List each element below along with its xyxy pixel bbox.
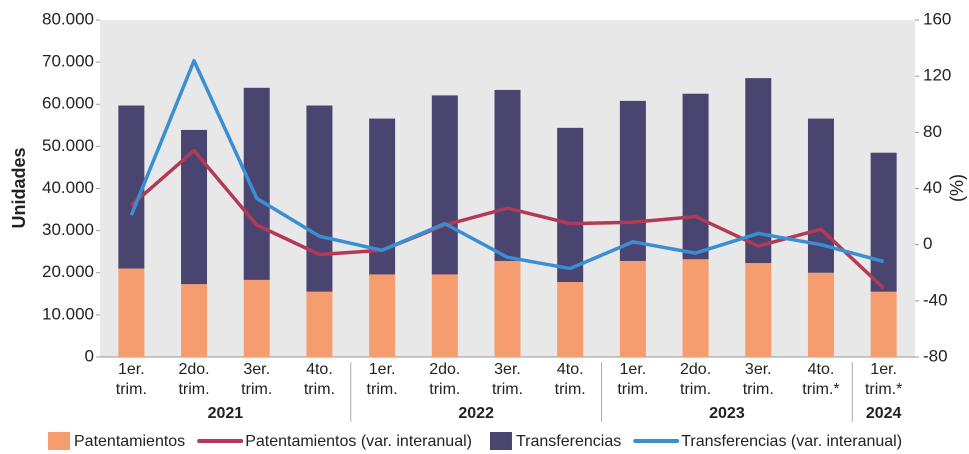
x-tick-label-line: 2do. [178, 361, 209, 378]
legend-label: Transferencias [516, 433, 621, 450]
x-tick-label: 3er. trim. [492, 361, 523, 398]
bar-segment [494, 260, 521, 357]
x-tick-label-line: trim. [680, 381, 711, 398]
bar-segment [181, 129, 208, 285]
x-tick-label: 2do. trim. [680, 361, 711, 398]
x-tick-label-line: trim.* [802, 381, 839, 398]
x-tick-label-line: 1er. [620, 361, 647, 378]
y2-axis-label: (%) [947, 174, 967, 202]
bar-segment [682, 93, 709, 260]
y-tick-label: 70.000 [42, 52, 94, 71]
y2-tick-label: 0 [923, 234, 932, 253]
y2-tick-label: 120 [923, 66, 951, 85]
y-tick-label: 80.000 [42, 9, 94, 28]
y-tick-label: 10.000 [42, 304, 94, 323]
x-tick-label-line: trim. [178, 381, 209, 398]
y-tick-label: 50.000 [42, 136, 94, 155]
group-label: 2021 [208, 405, 244, 422]
y2-tick-label: 160 [923, 9, 951, 28]
x-tick-label-line: 3er. [243, 361, 270, 378]
x-tick-label-line: trim. [241, 381, 272, 398]
x-tick-label-line: trim. [367, 381, 398, 398]
bar-segment [431, 95, 458, 275]
bar-segment [745, 263, 772, 357]
line-series [129, 58, 885, 271]
x-tick-label-line: trim.* [865, 381, 902, 398]
bar-segment [870, 291, 897, 357]
x-tick-label: 1er. trim. [367, 361, 398, 398]
x-tick-label-line: 3er. [745, 361, 772, 378]
x-tick-label-line: trim. [429, 381, 460, 398]
legend-swatch [48, 432, 70, 450]
x-tick-label-line: 3er. [494, 361, 521, 378]
x-tick-label-line: 1er. [369, 361, 396, 378]
bar-segment [431, 274, 458, 357]
group-label: 2024 [866, 405, 902, 422]
x-tick-label-line: trim. [555, 381, 586, 398]
x-tick-label: 4to. trim.* [802, 361, 839, 398]
x-tick-label: 2do. trim. [429, 361, 460, 398]
legend-label: Patentamientos [74, 433, 185, 450]
x-tick-label-line: 4to. [306, 361, 333, 378]
x-tick-label-line: 2do. [429, 361, 460, 378]
y-tick-label: 40.000 [42, 178, 94, 197]
y2-tick-label: -80 [923, 346, 948, 365]
line-series [130, 148, 885, 290]
bar-segment [619, 260, 646, 357]
bar-segment [870, 152, 897, 292]
bar-segment [243, 87, 270, 280]
x-tick-label: 1er. trim.* [865, 361, 902, 398]
y-tick-label: 20.000 [42, 262, 94, 281]
x-tick-label-line: 1er. [118, 361, 145, 378]
bar-segment [682, 259, 709, 357]
bar-segment [118, 105, 145, 269]
legend-label: Transferencias (var. interanual) [681, 433, 902, 450]
x-tick-label-line: trim. [492, 381, 523, 398]
bar-segment [118, 268, 145, 357]
x-tick-label: 2do. trim. [178, 361, 209, 398]
bar-segment [807, 272, 834, 357]
x-tick-label-line: trim. [743, 381, 774, 398]
legend-swatch [489, 432, 512, 450]
bar-segment [243, 279, 270, 357]
bar-segment [557, 282, 584, 357]
x-tick-label: 3er. trim. [241, 361, 272, 398]
y-axis-label: Unidades [9, 147, 29, 228]
x-tick-label-line: 2do. [680, 361, 711, 378]
x-tick-label-line: 4to. [557, 361, 584, 378]
bar-segment [306, 105, 333, 292]
group-label: 2022 [458, 405, 494, 422]
x-tick-label-line: trim. [304, 381, 335, 398]
y2-tick-label: 80 [923, 122, 942, 141]
x-tick-label: 1er. trim. [617, 361, 648, 398]
x-tick-label-line: 4to. [808, 361, 835, 378]
bar-segment [807, 118, 834, 273]
y2-tick-label: -40 [923, 290, 948, 309]
x-tick-label-line: trim. [116, 381, 147, 398]
x-tick-label: 4to. trim. [304, 361, 335, 398]
bar-segment [306, 291, 333, 357]
legend-label: Patentamientos (var. interanual) [245, 433, 472, 450]
x-tick-label-line: trim. [617, 381, 648, 398]
x-tick-label: 1er. trim. [116, 361, 147, 398]
x-tick-label: 4to. trim. [555, 361, 586, 398]
y-tick-label: 30.000 [42, 220, 94, 239]
bar-segment [181, 284, 208, 357]
y2-tick-label: 40 [923, 178, 942, 197]
y-tick-label: 0 [85, 346, 94, 365]
group-label: 2023 [709, 405, 745, 422]
bar-segment [369, 274, 396, 357]
bar-segment [619, 100, 646, 261]
x-tick-label-line: 1er. [870, 361, 897, 378]
x-tick-label: 3er. trim. [743, 361, 774, 398]
bar-segment [494, 89, 521, 261]
y-tick-label: 60.000 [42, 94, 94, 113]
bar-segment [557, 127, 584, 283]
